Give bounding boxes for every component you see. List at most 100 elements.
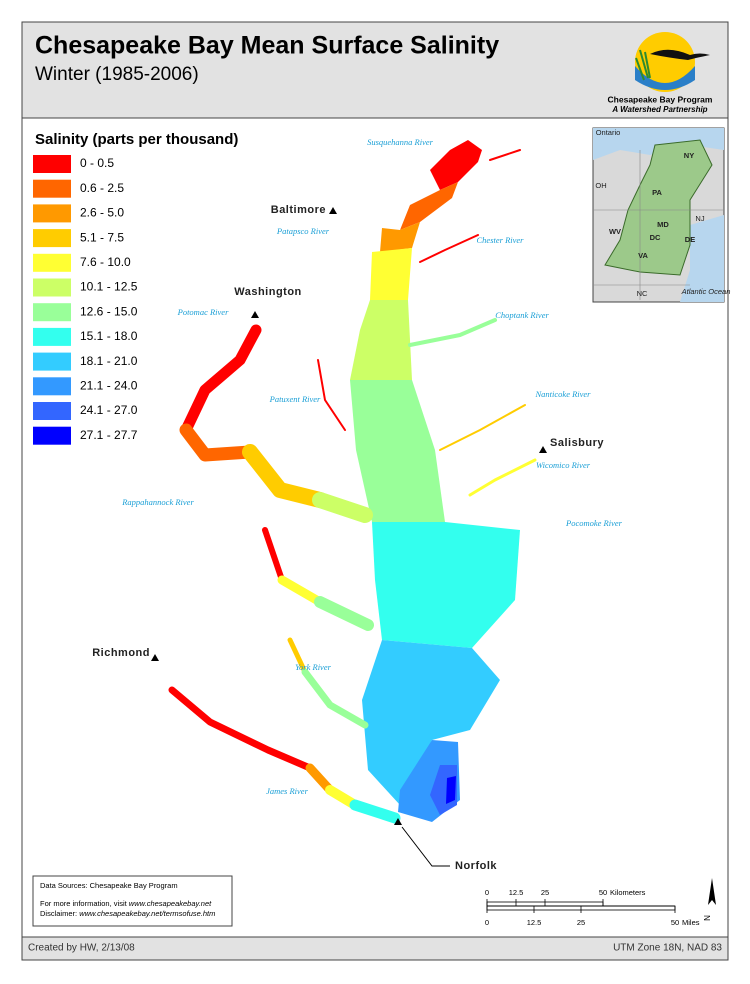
inset-label: DE (685, 235, 695, 244)
river-label: Patapsco River (276, 226, 330, 236)
river-segment (262, 527, 285, 583)
legend-label: 18.1 - 21.0 (80, 354, 138, 368)
inset-label: Ontario (596, 128, 621, 137)
inset-label: VA (638, 251, 648, 260)
river-segment (489, 149, 521, 161)
salinity-zone (370, 248, 412, 300)
info-box: Data Sources: Chesapeake Bay Program For… (32, 875, 233, 927)
north-arrow: N (703, 878, 716, 921)
legend-label: 5.1 - 7.5 (80, 230, 124, 244)
scale-tick-label: 25 (541, 888, 549, 897)
legend-label: 0 - 0.5 (80, 156, 114, 170)
legend-swatch (33, 377, 71, 396)
river-segment (179, 423, 257, 462)
info-frame (32, 875, 233, 927)
leader-line (401, 826, 450, 867)
inset-label: NY (684, 151, 694, 160)
city-marker (329, 207, 337, 214)
city-label: Richmond (92, 647, 150, 659)
scale-tick-label: 12.5 (527, 918, 542, 927)
legend-swatch (33, 204, 71, 223)
river-label: Chester River (477, 235, 525, 245)
river-segment (277, 575, 325, 607)
legend-label: 15.1 - 18.0 (80, 329, 138, 343)
city-label: Salisbury (550, 437, 604, 449)
logo-name: Chesapeake Bay Program (608, 94, 713, 104)
subtitle: Winter (1985-2006) (35, 64, 199, 85)
legend-swatch (33, 327, 71, 346)
city-label: Washington (234, 286, 302, 298)
legend-swatch (33, 179, 71, 198)
inset-label: NC (637, 289, 648, 298)
legend-label: 2.6 - 5.0 (80, 206, 124, 220)
salinity-zone (350, 380, 445, 522)
river-label: Susquehanna River (367, 137, 434, 147)
legend-swatch (33, 402, 71, 420)
river-segment (468, 458, 537, 497)
legend-swatch (33, 352, 71, 371)
river-segment (242, 444, 328, 508)
logo: Chesapeake Bay Program A Watershed Partn… (608, 32, 713, 114)
inset-label: PA (652, 188, 662, 197)
river-label: Nanticoke River (535, 389, 592, 399)
legend-swatch (33, 155, 71, 173)
info-disclaimer: Disclaimer: www.chesapeakebay.net/termso… (40, 909, 215, 918)
river-segment (312, 492, 373, 523)
scale-tick-label: 25 (577, 918, 585, 927)
river-segment (314, 596, 374, 631)
city-marker (394, 818, 402, 825)
salinity-zone (446, 776, 456, 804)
salinity-zone (372, 522, 520, 648)
river-label: Patuxent River (269, 394, 321, 404)
header-band (22, 22, 728, 118)
scale-unit: Miles (682, 918, 700, 927)
river-segment (317, 359, 346, 431)
river-label: Wicomico River (536, 460, 591, 470)
river-segment (408, 318, 497, 347)
scale-unit: Kilometers (610, 888, 646, 897)
bay-map (168, 140, 537, 824)
river-segment (349, 799, 401, 824)
river-segment (180, 324, 262, 436)
legend-swatch (33, 303, 71, 322)
footer-projection: UTM Zone 18N, NAD 83 (613, 943, 722, 954)
inset-lake (593, 128, 724, 160)
river-label: York River (295, 662, 332, 672)
river-label: Rappahannock River (121, 497, 194, 507)
inset-ocean (680, 215, 724, 302)
scale-tick-label: 0 (485, 918, 489, 927)
footer-credit: Created by HW, 2/13/08 (28, 943, 135, 954)
salinity-zone (400, 182, 458, 230)
north-label: N (703, 915, 712, 921)
scale-tick-label: 12.5 (509, 888, 524, 897)
legend-swatch (33, 426, 71, 445)
legend-label: 12.6 - 15.0 (80, 304, 138, 318)
city-label: Norfolk (455, 860, 497, 872)
river-segment (287, 637, 308, 675)
legend-swatch (33, 253, 71, 272)
city-marker (251, 311, 259, 318)
salinity-zone (430, 140, 482, 190)
inset-label: Atlantic Ocean (681, 287, 731, 296)
river-label: Pocomoke River (565, 518, 623, 528)
legend-label: 0.6 - 2.5 (80, 181, 124, 195)
info-more-link[interactable]: www.chesapeakebay.net (129, 899, 212, 908)
river-labels: Susquehanna River Patapsco River Chester… (121, 137, 622, 796)
footer-band (22, 937, 728, 960)
title: Chesapeake Bay Mean Surface Salinity (35, 32, 499, 60)
info-sources: Data Sources: Chesapeake Bay Program (40, 881, 178, 890)
cities: Baltimore Washington Salisbury Richmond … (92, 204, 604, 872)
city-marker (539, 446, 547, 453)
river-segment (439, 404, 526, 451)
inset-borders (593, 150, 724, 300)
legend-swatch (33, 229, 71, 248)
inset-map: Ontario NY OH PA NJ MD WV DC DE VA NC At… (592, 127, 731, 303)
legend-swatch (33, 278, 71, 297)
inset-label: WV (609, 227, 621, 236)
info-disclaimer-link[interactable]: www.chesapeakebay.net/termsofuse.htm (79, 909, 215, 918)
logo-tagline: A Watershed Partnership (611, 105, 707, 114)
inset-label: MD (657, 220, 669, 229)
legend-label: 24.1 - 27.0 (80, 403, 138, 417)
